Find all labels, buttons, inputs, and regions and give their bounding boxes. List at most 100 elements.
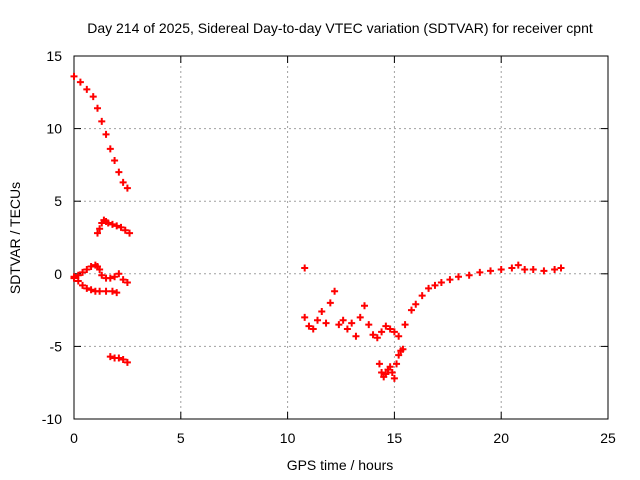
data-point <box>106 145 114 153</box>
y-tick-label: 10 <box>46 121 62 137</box>
data-point <box>386 363 394 371</box>
series-rising-arc <box>93 216 134 237</box>
data-point <box>318 308 326 316</box>
data-point <box>393 360 401 368</box>
data-point <box>123 279 131 287</box>
data-point <box>70 273 78 281</box>
x-tick-label: 0 <box>70 430 78 446</box>
data-point <box>382 322 390 330</box>
data-point <box>418 292 426 300</box>
data-point <box>431 281 439 289</box>
data-point <box>79 281 87 289</box>
data-point <box>121 226 129 234</box>
data-point <box>83 265 91 273</box>
data-point <box>314 316 322 324</box>
data-point <box>87 286 95 294</box>
data-point <box>74 277 82 285</box>
data-point <box>382 370 390 378</box>
data-point <box>98 271 106 279</box>
data-point <box>305 322 313 330</box>
axis-ticks <box>73 55 609 420</box>
data-point <box>388 369 396 377</box>
data-point <box>390 374 398 382</box>
data-point <box>87 263 95 271</box>
data-point <box>335 321 343 329</box>
data-point <box>437 279 445 287</box>
data-point <box>301 313 309 321</box>
y-axis-label: SDTVAR / TECUs <box>7 182 23 294</box>
data-point <box>93 229 101 237</box>
series-recovery-trend <box>395 261 565 340</box>
data-point <box>96 265 104 273</box>
data-point <box>108 287 116 295</box>
data-point <box>115 168 123 176</box>
data-point <box>70 72 78 80</box>
data-point <box>365 321 373 329</box>
x-tick-label: 15 <box>387 430 403 446</box>
data-point <box>446 276 454 284</box>
series-isolated-point <box>301 264 309 272</box>
data-point <box>331 287 339 295</box>
x-tick-label: 20 <box>493 430 509 446</box>
data-point <box>301 264 309 272</box>
data-point <box>79 268 87 276</box>
data-point <box>102 287 110 295</box>
data-point <box>106 353 114 361</box>
data-point <box>360 302 368 310</box>
data-point <box>395 332 403 340</box>
x-tick-label: 5 <box>177 430 185 446</box>
y-tick-label: -5 <box>50 338 63 354</box>
data-point <box>454 273 462 281</box>
series-near-zero-arc-upper <box>70 261 131 287</box>
y-tick-label: 15 <box>46 48 62 64</box>
y-tick-labels: -10 -5 0 5 10 15 <box>42 48 62 427</box>
data-point <box>557 264 565 272</box>
data-point <box>309 325 317 333</box>
data-point <box>425 284 433 292</box>
data-point <box>399 345 407 353</box>
data-point <box>521 265 529 273</box>
data-point <box>322 319 330 327</box>
data-point <box>113 289 121 297</box>
data-point <box>412 300 420 308</box>
data-point <box>369 331 377 339</box>
data-point <box>497 265 505 273</box>
series-low-dip <box>375 345 407 382</box>
data-point <box>115 270 123 278</box>
data-point <box>356 313 364 321</box>
data-point <box>326 299 334 307</box>
data-point <box>93 104 101 112</box>
data-point <box>514 261 522 269</box>
data-point <box>76 78 84 86</box>
series-near-zero-arc-lower <box>70 273 121 297</box>
x-tick-label: 25 <box>600 430 616 446</box>
series-steep-descending-arc <box>70 72 131 192</box>
data-point <box>487 267 495 275</box>
x-tick-label: 10 <box>280 430 296 446</box>
data-point <box>348 319 356 327</box>
data-point <box>378 369 386 377</box>
data-point <box>378 328 386 336</box>
data-point <box>395 351 403 359</box>
data-point <box>111 157 119 165</box>
data-point <box>551 265 559 273</box>
data-points <box>70 72 565 382</box>
chart-title: Day 214 of 2025, Sidereal Day-to-day VTE… <box>87 20 593 36</box>
data-point <box>123 358 131 366</box>
data-point <box>111 273 119 281</box>
data-point <box>540 267 548 275</box>
data-point <box>119 276 127 284</box>
data-point <box>407 306 415 314</box>
data-point <box>508 264 516 272</box>
series-afternoon-cluster <box>301 287 398 342</box>
data-point <box>104 219 112 227</box>
data-point <box>83 85 91 93</box>
x-axis-label: GPS time / hours <box>287 457 394 473</box>
data-point <box>115 354 123 362</box>
data-point <box>83 284 91 292</box>
data-point <box>119 355 127 363</box>
data-point <box>343 325 351 333</box>
data-point <box>89 93 97 101</box>
y-tick-label: 5 <box>54 193 62 209</box>
